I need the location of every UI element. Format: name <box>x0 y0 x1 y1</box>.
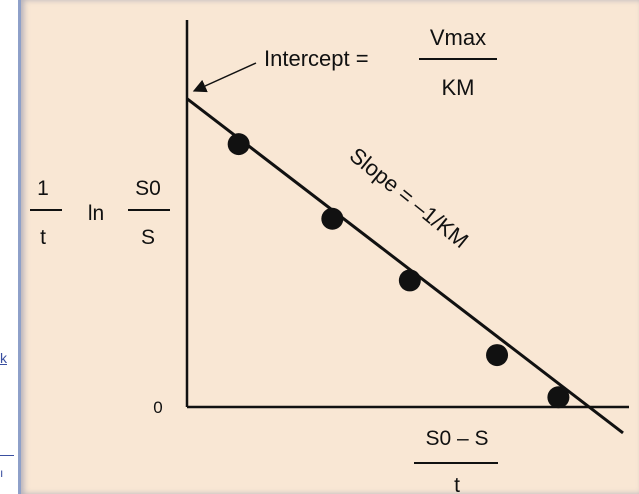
y-label-denominator: S <box>141 226 155 249</box>
data-point-1 <box>227 133 250 156</box>
x-axis-label: S0 – S t <box>414 427 498 494</box>
data-point-4 <box>486 344 509 367</box>
intercept-denominator: KM <box>442 75 475 100</box>
y-axis-label: 1 t ln S0 S <box>30 177 170 249</box>
intercept-arrow <box>192 62 257 93</box>
y-label-prefix-numerator: 1 <box>37 177 49 200</box>
sidebar-link[interactable]: ı <box>0 466 4 480</box>
slope-annotation: Slope = –1/KM <box>345 142 473 253</box>
sidebar-link[interactable]: k <box>0 350 7 366</box>
data-point-5 <box>547 386 570 409</box>
origin-tick-label: 0 <box>153 398 162 417</box>
intercept-text: Intercept = <box>264 46 369 71</box>
data-point-3 <box>398 269 421 292</box>
intercept-annotation: Intercept = Vmax KM <box>192 25 497 100</box>
fit-line <box>186 97 624 435</box>
intercept-numerator: Vmax <box>430 25 486 50</box>
plot-marks <box>186 97 624 435</box>
data-point-2 <box>321 207 344 230</box>
sidebar-strip: k ı <box>0 0 18 494</box>
y-label-numerator: S0 <box>135 177 161 200</box>
x-label-numerator: S0 – S <box>425 427 488 450</box>
y-label-function: ln <box>88 202 104 225</box>
y-label-prefix-denominator: t <box>40 226 46 249</box>
figure-panel <box>18 0 639 494</box>
sidebar-divider <box>0 455 14 456</box>
x-label-denominator: t <box>454 474 460 494</box>
